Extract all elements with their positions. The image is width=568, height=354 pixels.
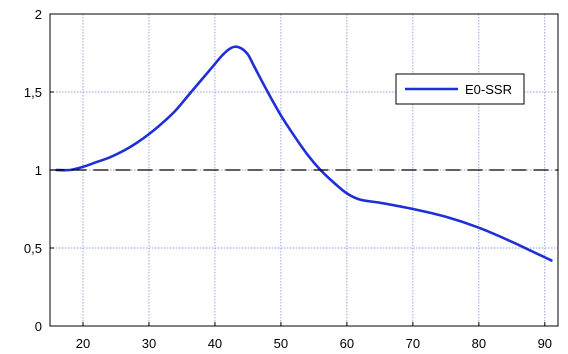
legend: E0-SSR (395, 73, 525, 105)
x-tick-label: 60 (340, 336, 354, 351)
y-tick-label: 0,5 (24, 241, 42, 256)
legend-label-e0-ssr: E0-SSR (465, 82, 512, 97)
axes: 20 30 40 50 60 70 80 90 0 0,5 1 1,5 2 (24, 7, 559, 351)
x-tick-label: 80 (472, 336, 486, 351)
y-tick-label: 1,5 (24, 85, 42, 100)
y-tick-label: 0 (35, 319, 42, 334)
series-layer (49, 45, 559, 262)
x-tick-label: 40 (208, 336, 222, 351)
x-tick-label: 20 (76, 336, 90, 351)
x-tick-label: 70 (406, 336, 420, 351)
series-line-e0-ssr (55, 45, 553, 262)
x-tick-label: 90 (538, 336, 552, 351)
x-tick-label: 30 (142, 336, 156, 351)
y-tick-label: 2 (35, 7, 42, 22)
y-tick-label: 1 (35, 163, 42, 178)
x-tick-label: 50 (274, 336, 288, 351)
